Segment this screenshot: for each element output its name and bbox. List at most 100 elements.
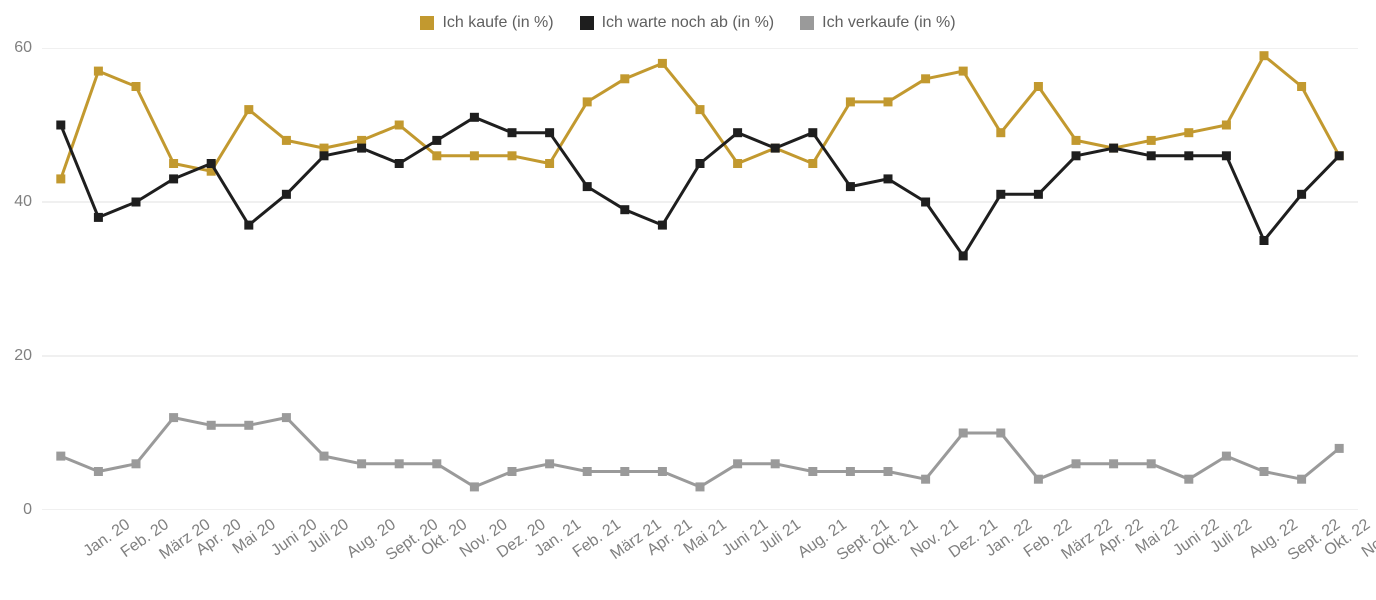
data-point	[808, 467, 817, 476]
data-point	[244, 421, 253, 430]
data-point	[545, 128, 554, 137]
data-point	[1184, 475, 1193, 484]
y-tick-label: 0	[23, 501, 42, 519]
data-point	[884, 467, 893, 476]
data-point	[169, 174, 178, 183]
data-point	[94, 67, 103, 76]
chart-legend: Ich kaufe (in %) Ich warte noch ab (in %…	[0, 14, 1376, 32]
data-point	[1222, 452, 1231, 461]
legend-marker-icon	[420, 16, 434, 30]
data-point	[1222, 121, 1231, 130]
data-point	[771, 459, 780, 468]
data-point	[508, 128, 517, 137]
data-point	[583, 467, 592, 476]
data-point	[1147, 459, 1156, 468]
data-point	[244, 105, 253, 114]
data-point	[1297, 82, 1306, 91]
data-point	[56, 174, 65, 183]
data-point	[658, 467, 667, 476]
data-point	[733, 128, 742, 137]
data-point	[169, 159, 178, 168]
data-point	[583, 182, 592, 191]
data-point	[169, 413, 178, 422]
data-point	[320, 151, 329, 160]
data-point	[1184, 128, 1193, 137]
data-point	[1072, 459, 1081, 468]
data-point	[959, 429, 968, 438]
data-point	[357, 144, 366, 153]
data-point	[320, 452, 329, 461]
data-point	[244, 221, 253, 230]
data-point	[56, 121, 65, 130]
data-point	[808, 159, 817, 168]
y-tick-label: 40	[14, 193, 42, 211]
legend-label: Ich warte noch ab (in %)	[602, 14, 775, 32]
data-point	[545, 159, 554, 168]
data-point	[320, 144, 329, 153]
data-point	[846, 182, 855, 191]
data-point	[658, 59, 667, 68]
data-point	[620, 74, 629, 83]
data-point	[696, 105, 705, 114]
data-point	[432, 151, 441, 160]
data-point	[1072, 151, 1081, 160]
data-point	[1034, 190, 1043, 199]
data-point	[846, 97, 855, 106]
data-point	[56, 452, 65, 461]
data-point	[207, 421, 216, 430]
data-point	[1260, 51, 1269, 60]
data-point	[470, 151, 479, 160]
legend-marker-icon	[580, 16, 594, 30]
data-point	[1297, 190, 1306, 199]
data-point	[1260, 236, 1269, 245]
data-point	[508, 151, 517, 160]
data-point	[357, 459, 366, 468]
data-point	[432, 459, 441, 468]
data-point	[282, 413, 291, 422]
data-point	[884, 97, 893, 106]
data-point	[545, 459, 554, 468]
data-point	[1222, 151, 1231, 160]
data-point	[395, 459, 404, 468]
legend-item-verkaufe: Ich verkaufe (in %)	[800, 14, 955, 32]
data-point	[996, 128, 1005, 137]
y-tick-label: 60	[14, 39, 42, 57]
data-point	[1260, 467, 1269, 476]
data-point	[696, 159, 705, 168]
data-point	[132, 459, 141, 468]
data-point	[1109, 459, 1118, 468]
data-point	[733, 459, 742, 468]
data-point	[921, 475, 930, 484]
data-point	[395, 121, 404, 130]
data-point	[959, 67, 968, 76]
data-point	[1109, 144, 1118, 153]
data-point	[1335, 151, 1344, 160]
data-point	[771, 144, 780, 153]
data-point	[921, 74, 930, 83]
data-point	[620, 467, 629, 476]
data-point	[432, 136, 441, 145]
data-point	[1147, 136, 1156, 145]
data-point	[658, 221, 667, 230]
data-point	[996, 190, 1005, 199]
data-point	[846, 467, 855, 476]
data-point	[357, 136, 366, 145]
line-chart: Ich kaufe (in %) Ich warte noch ab (in %…	[0, 0, 1376, 600]
data-point	[884, 174, 893, 183]
legend-item-warte: Ich warte noch ab (in %)	[580, 14, 775, 32]
data-point	[996, 429, 1005, 438]
data-point	[508, 467, 517, 476]
data-point	[1184, 151, 1193, 160]
data-point	[94, 213, 103, 222]
data-point	[207, 159, 216, 168]
data-point	[282, 136, 291, 145]
legend-marker-icon	[800, 16, 814, 30]
data-point	[1335, 444, 1344, 453]
data-point	[1034, 82, 1043, 91]
data-point	[1297, 475, 1306, 484]
data-point	[470, 113, 479, 122]
plot-svg	[42, 48, 1358, 510]
plot-area: 0204060Jan. 20Feb. 20März 20Apr. 20Mai 2…	[42, 48, 1358, 510]
data-point	[282, 190, 291, 199]
data-point	[808, 128, 817, 137]
